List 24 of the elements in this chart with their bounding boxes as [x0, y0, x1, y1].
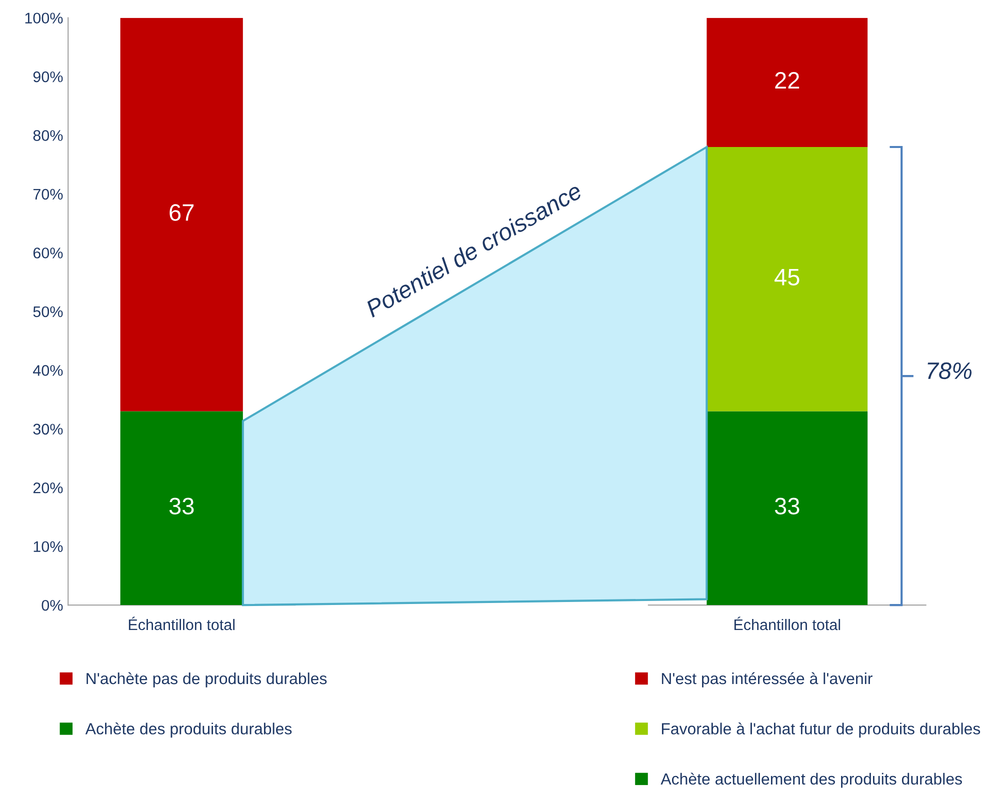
- y-tick-label: 100%: [25, 12, 63, 24]
- y-tick-label: 50%: [33, 306, 63, 318]
- y-tick-label: 0%: [42, 600, 63, 611]
- y-tick-label: 80%: [33, 130, 63, 141]
- data-label: 45: [774, 269, 800, 286]
- legend-label: Favorable à l'achat futur de produits durables: [662, 722, 980, 738]
- x-tick-label: Échantillon total: [734, 616, 840, 630]
- text: 78%: [928, 362, 972, 380]
- y-tick-label: 30%: [33, 424, 63, 435]
- y-tick-label: 60%: [33, 248, 63, 258]
- legend-label: Achète des produits durables: [85, 722, 292, 738]
- y-tick-label: 40%: [33, 365, 63, 376]
- x-tick-label: Échantillon total: [128, 616, 235, 630]
- legend-label: N'achète pas de produits durables: [86, 672, 327, 688]
- y-tick-label: 90%: [33, 71, 63, 82]
- data-label: 22: [775, 72, 800, 89]
- data-label: 67: [170, 204, 194, 221]
- y-tick-label: 70%: [33, 188, 63, 200]
- data-label: 33: [169, 498, 194, 515]
- legend-label: N'est pas intéressée à l'avenir: [662, 672, 872, 688]
- data-label: 33: [774, 498, 800, 515]
- y-tick-label: 20%: [33, 482, 63, 494]
- legend-label: Achète actuellement des produits durables: [660, 772, 962, 788]
- y-tick-label: 10%: [34, 541, 63, 552]
